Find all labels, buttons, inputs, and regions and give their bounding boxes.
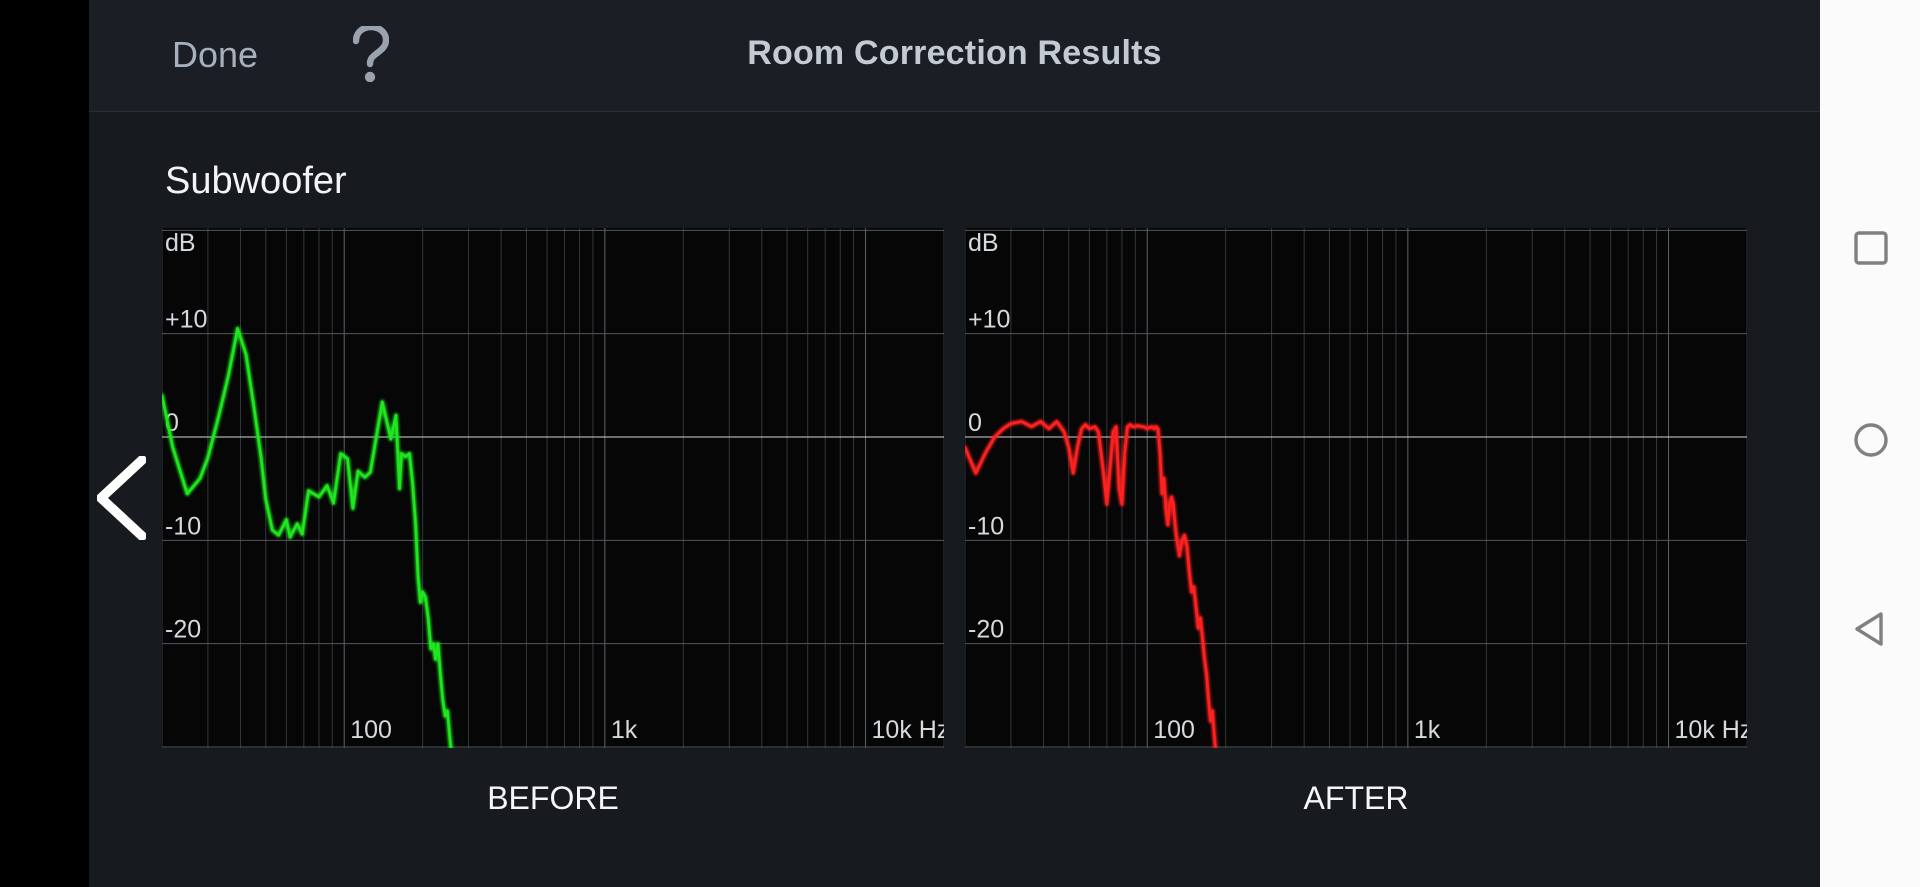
svg-text:10k Hz: 10k Hz: [1675, 716, 1747, 744]
svg-text:10k Hz: 10k Hz: [872, 716, 944, 744]
svg-text:dB: dB: [968, 229, 999, 257]
svg-text:100: 100: [350, 716, 392, 744]
svg-text:+10: +10: [165, 306, 207, 334]
svg-text:-20: -20: [968, 616, 1004, 644]
svg-text:-10: -10: [968, 512, 1004, 540]
svg-text:1k: 1k: [611, 716, 638, 744]
svg-text:-10: -10: [165, 512, 201, 540]
svg-text:dB: dB: [165, 229, 196, 257]
svg-text:-20: -20: [165, 616, 201, 644]
svg-text:100: 100: [1153, 716, 1195, 744]
svg-text:0: 0: [968, 409, 982, 437]
svg-text:+10: +10: [968, 306, 1010, 334]
svg-text:1k: 1k: [1414, 716, 1441, 744]
